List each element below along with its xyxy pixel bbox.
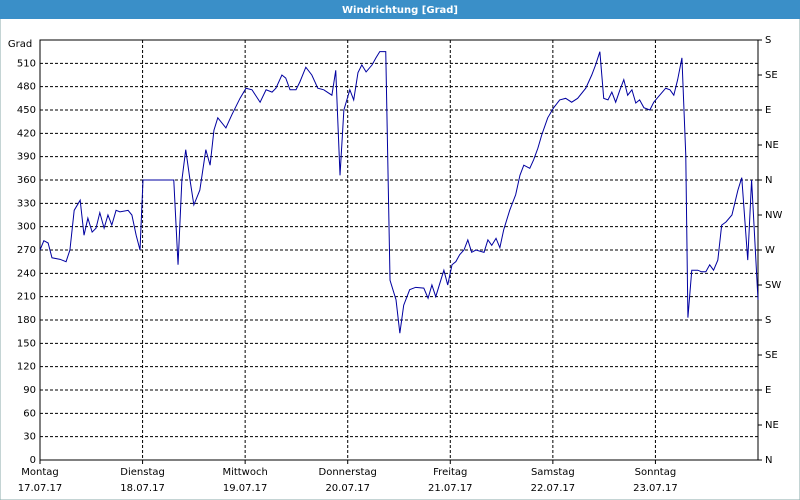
x-tick-date: 20.07.17	[325, 483, 370, 494]
y2-tick-label: NE	[765, 420, 779, 431]
y-tick-label: 30	[23, 432, 36, 443]
y-tick-label: 120	[17, 362, 36, 373]
y2-tick-label: SW	[765, 280, 781, 291]
y-tick-label: 0	[30, 455, 36, 466]
y2-tick-label: W	[765, 245, 775, 256]
y-tick-label: 390	[17, 152, 36, 163]
y-tick-label: 240	[17, 268, 36, 279]
y2-tick-label: E	[765, 385, 771, 396]
x-tick-label: Samstag	[531, 467, 575, 478]
y2-tick-label: SE	[765, 70, 778, 81]
y-tick-label: 420	[17, 128, 36, 139]
y-tick-label: 60	[23, 408, 36, 419]
y-tick-label: 150	[17, 338, 36, 349]
x-tick-label: Dienstag	[120, 467, 165, 478]
y2-tick-label: N	[765, 455, 772, 466]
y-tick-label: 450	[17, 105, 36, 116]
x-tick-label: Montag	[21, 467, 58, 478]
x-tick-date: 23.07.17	[633, 483, 678, 494]
x-tick-label: Mittwoch	[222, 467, 267, 478]
y2-tick-label: NE	[765, 140, 779, 151]
x-tick-label: Donnerstag	[319, 467, 377, 478]
y-axis-label: Grad	[8, 39, 32, 50]
y-tick-label: 480	[17, 82, 36, 93]
y2-tick-label: N	[765, 175, 772, 186]
y2-tick-label: E	[765, 105, 771, 116]
data-line	[39, 51, 759, 334]
y-tick-label: 90	[23, 385, 36, 396]
x-tick-label: Freitag	[433, 467, 467, 478]
y2-tick-label: SE	[765, 350, 778, 361]
y-tick-label: 330	[17, 198, 36, 209]
x-tick-date: 19.07.17	[223, 483, 268, 494]
y-tick-label: 210	[17, 292, 36, 303]
x-tick-date: 17.07.17	[18, 483, 63, 494]
y-tick-label: 300	[17, 222, 36, 233]
title-bar	[0, 0, 800, 19]
y2-tick-label: S	[765, 35, 771, 46]
x-tick-date: 21.07.17	[428, 483, 473, 494]
x-tick-label: Sonntag	[635, 467, 677, 478]
chart-title: Windrichtung [Grad]	[342, 5, 458, 16]
y-tick-label: 360	[17, 175, 36, 186]
y-tick-label: 270	[17, 245, 36, 256]
y-tick-label: 510	[17, 58, 36, 69]
x-tick-date: 18.07.17	[120, 483, 165, 494]
y2-tick-label: NW	[765, 210, 782, 221]
y2-tick-label: S	[765, 315, 771, 326]
x-tick-date: 22.07.17	[531, 483, 576, 494]
y-tick-label: 180	[17, 315, 36, 326]
